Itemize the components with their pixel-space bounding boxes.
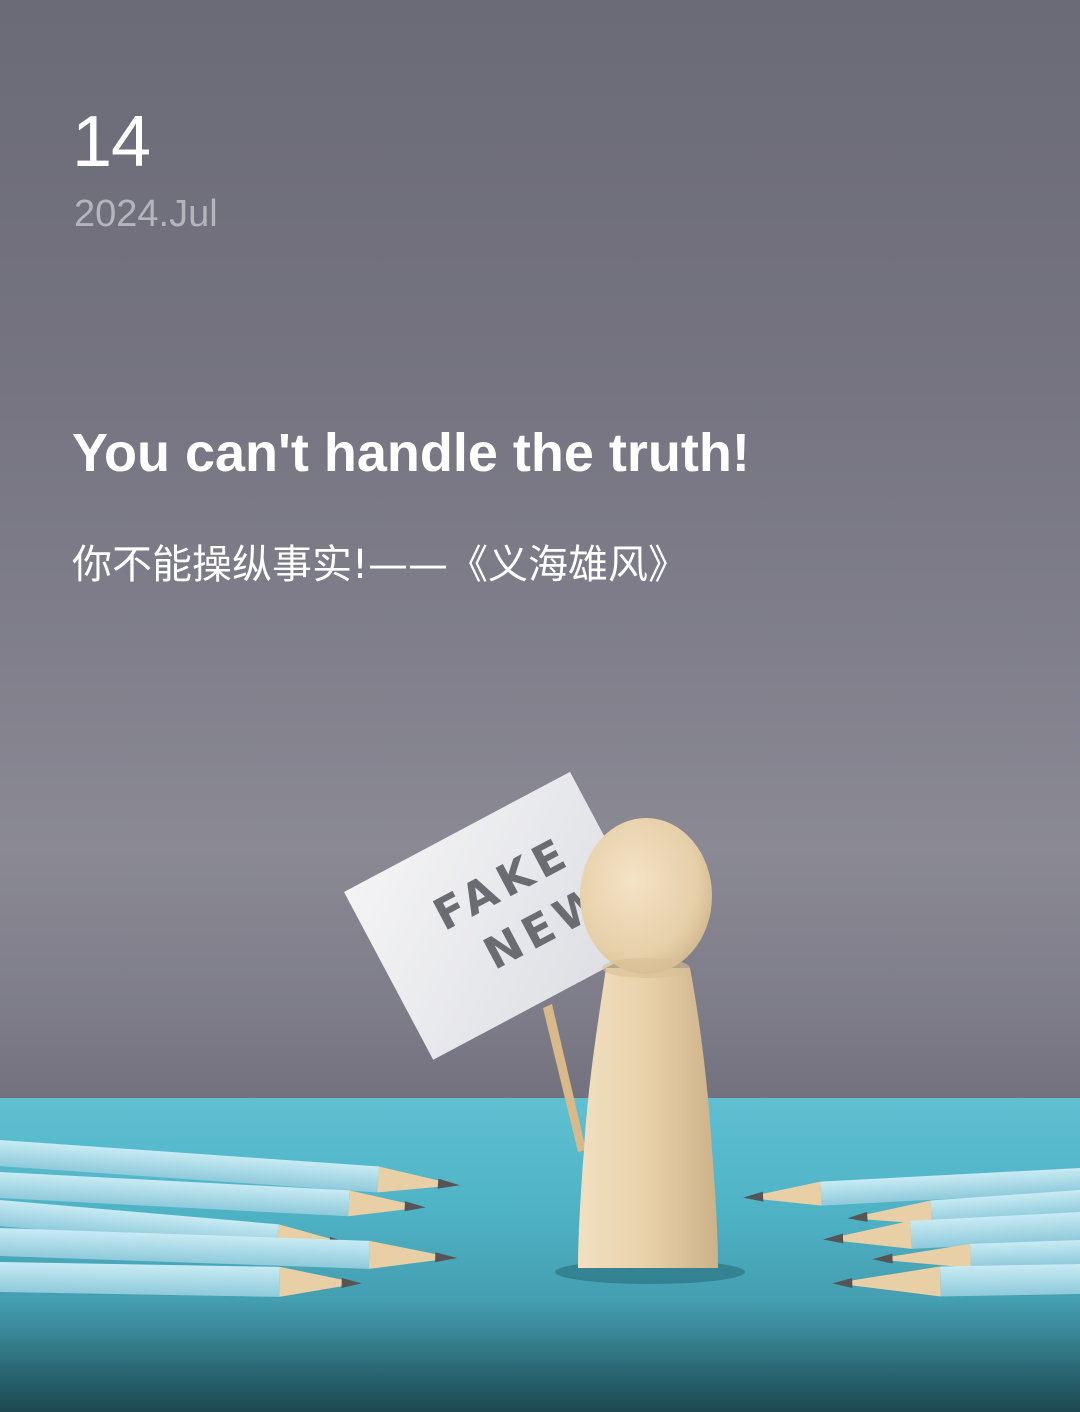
sign-board: FAKE NEWS xyxy=(344,771,660,1060)
wooden-figure xyxy=(578,818,718,1268)
date-month-year: 2024.Jul xyxy=(74,193,218,235)
sign-stick xyxy=(543,1004,586,1152)
date-day: 14 xyxy=(72,102,151,182)
pencils-right xyxy=(743,1165,1080,1297)
quote-english: You can't handle the truth! xyxy=(72,423,750,483)
quote-chinese: 你不能操纵事实!——《义海雄风》 xyxy=(72,542,689,588)
pencils-left xyxy=(0,1137,460,1297)
